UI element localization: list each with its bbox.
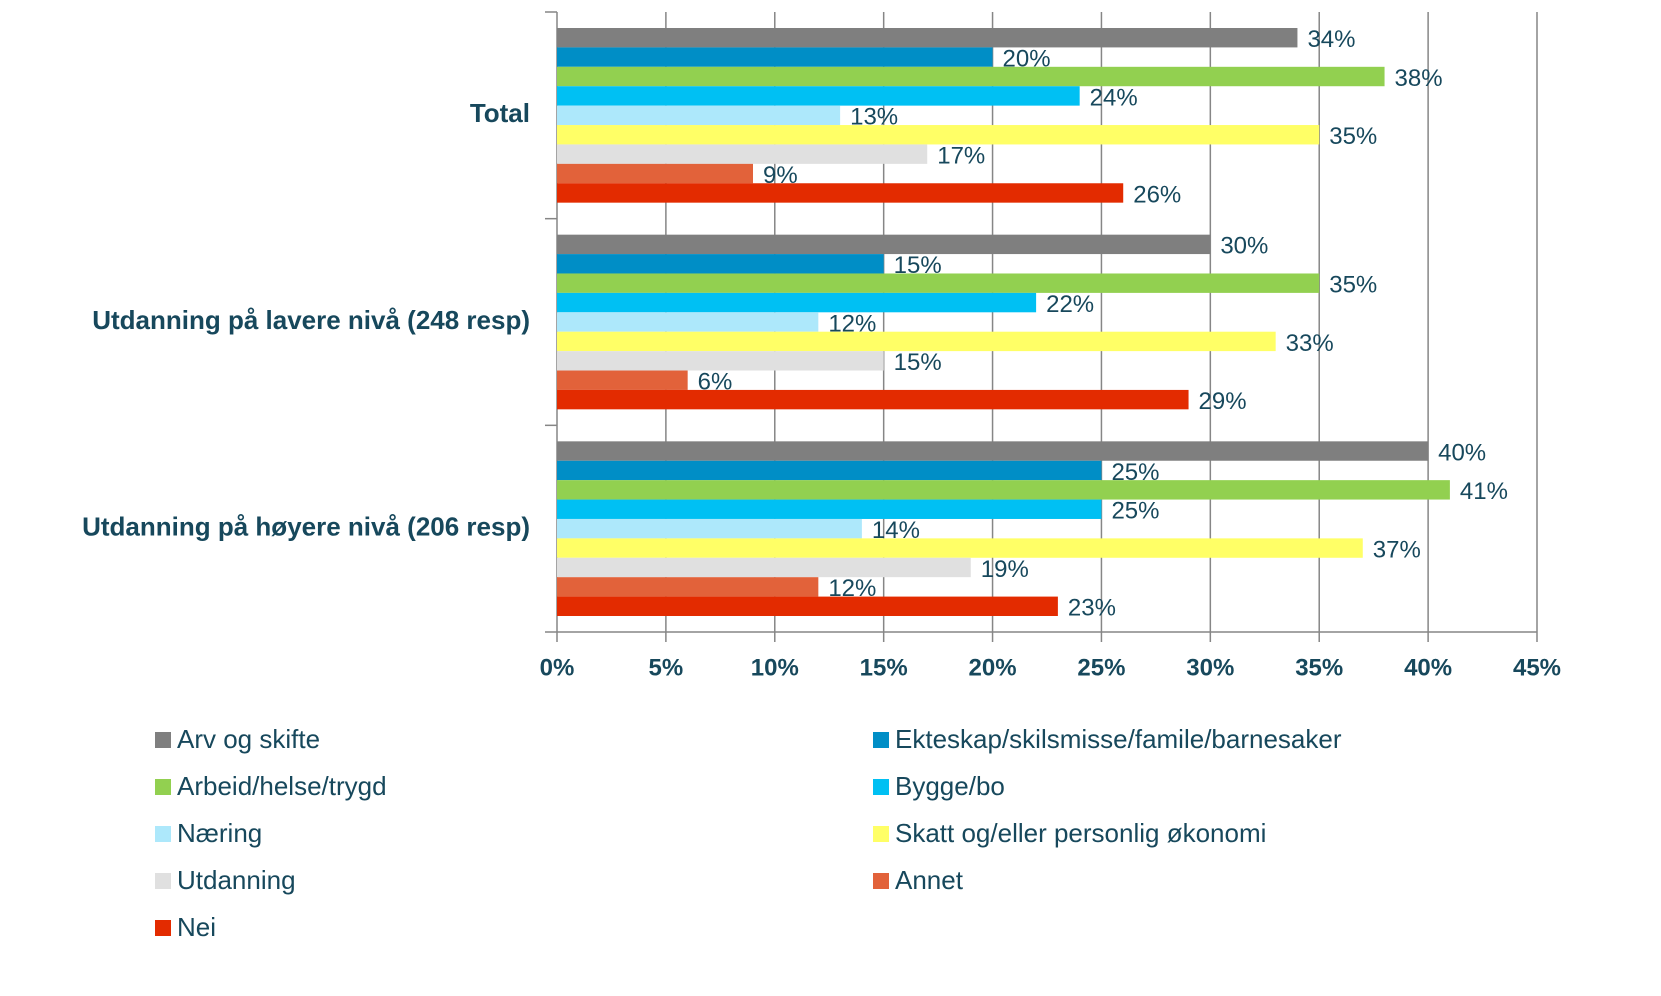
legend-swatch	[155, 779, 171, 795]
value-label: 30%	[1220, 233, 1268, 260]
bar	[557, 125, 1320, 145]
category-label: Utdanning på høyere nivå (206 resp)	[82, 512, 530, 542]
legend-swatch	[155, 873, 171, 889]
value-label: 34%	[1307, 26, 1355, 53]
category-label: Total	[470, 98, 530, 128]
value-label: 37%	[1373, 536, 1421, 563]
x-tick-label: 45%	[1513, 654, 1561, 681]
bar	[557, 144, 928, 164]
legend-swatch	[873, 826, 889, 842]
bar	[557, 292, 1037, 313]
bar	[557, 441, 1429, 461]
legend-swatch	[873, 873, 889, 889]
bar	[557, 370, 688, 390]
legend-swatch	[155, 920, 171, 936]
bar	[557, 518, 862, 539]
bar	[557, 389, 1189, 410]
legend-swatch	[873, 779, 889, 795]
bar	[557, 577, 819, 597]
value-label: 23%	[1068, 595, 1116, 622]
bar	[557, 460, 1102, 481]
bar	[557, 28, 1298, 48]
bar	[557, 557, 971, 578]
bar	[557, 538, 1363, 558]
legend-label: Annet	[895, 865, 964, 895]
value-label: 40%	[1438, 439, 1486, 466]
legend-label: Ekteskap/skilsmisse/famile/barnesaker	[895, 724, 1342, 754]
legend-label: Arv og skifte	[177, 724, 320, 754]
bar	[557, 351, 884, 371]
bar	[557, 312, 819, 332]
bar	[557, 86, 1080, 106]
value-label: 19%	[981, 556, 1029, 583]
bar	[557, 66, 1385, 87]
legend-label: Bygge/bo	[895, 771, 1005, 801]
value-label: 24%	[1090, 84, 1138, 111]
legend-label: Utdanning	[177, 865, 296, 895]
bar	[557, 499, 1102, 519]
bar	[557, 480, 1450, 500]
bar	[557, 47, 993, 67]
value-label: 15%	[894, 349, 942, 376]
legend-label: Skatt og/eller personlig økonomi	[895, 818, 1266, 848]
x-tick-label: 25%	[1077, 654, 1125, 681]
x-tick-label: 20%	[969, 654, 1017, 681]
value-label: 25%	[1111, 498, 1159, 525]
legend-swatch	[155, 826, 171, 842]
category-label: Utdanning på lavere nivå (248 resp)	[92, 305, 530, 335]
bar	[557, 273, 1320, 293]
x-tick-label: 30%	[1186, 654, 1234, 681]
bar	[557, 254, 884, 274]
x-tick-label: 10%	[751, 654, 799, 681]
x-tick-label: 0%	[540, 654, 575, 681]
x-tick-label: 5%	[649, 654, 684, 681]
bar	[557, 163, 753, 184]
legend-swatch	[155, 732, 171, 748]
legend-label: Arbeid/helse/trygd	[177, 771, 387, 801]
x-tick-label: 40%	[1404, 654, 1452, 681]
value-label: 22%	[1046, 291, 1094, 318]
bar	[557, 331, 1276, 352]
value-label: 26%	[1133, 181, 1181, 208]
bar	[557, 183, 1124, 203]
value-label: 29%	[1199, 388, 1247, 415]
value-label: 35%	[1329, 272, 1377, 299]
value-label: 35%	[1329, 123, 1377, 150]
value-label: 17%	[937, 142, 985, 169]
legend-swatch	[873, 732, 889, 748]
x-tick-label: 35%	[1295, 654, 1343, 681]
value-label: 41%	[1460, 478, 1508, 505]
legend-label: Nei	[177, 912, 216, 942]
value-label: 38%	[1395, 65, 1443, 92]
bar	[557, 105, 841, 126]
legend-label: Næring	[177, 818, 262, 848]
bar	[557, 234, 1211, 255]
value-label: 33%	[1286, 330, 1334, 357]
bar	[557, 596, 1058, 616]
x-tick-label: 15%	[860, 654, 908, 681]
